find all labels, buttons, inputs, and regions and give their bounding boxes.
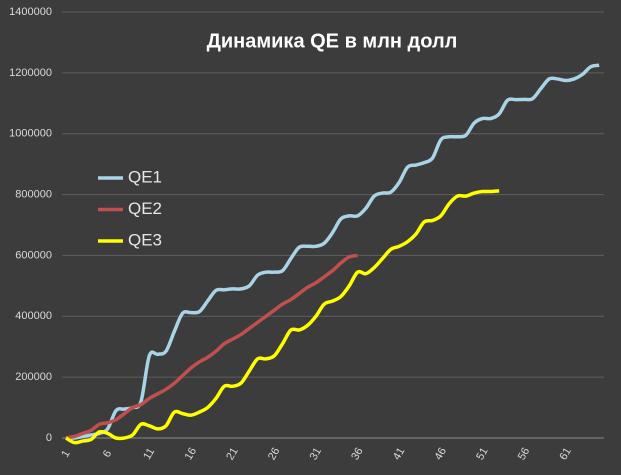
x-tick-label: 61 xyxy=(557,446,574,463)
y-tick-label: 800000 xyxy=(15,188,52,200)
x-tick-label: 1 xyxy=(59,448,72,459)
series-line xyxy=(65,189,500,445)
x-tick-label: 31 xyxy=(308,446,325,463)
y-tick-label: 0 xyxy=(46,432,52,444)
x-tick-label: 21 xyxy=(224,446,241,463)
y-tick-label: 1000000 xyxy=(9,128,52,140)
x-tick-label: 6 xyxy=(101,448,114,459)
x-tick-label: 16 xyxy=(183,446,200,463)
series-line xyxy=(65,63,600,440)
legend-label: QE2 xyxy=(128,199,162,218)
x-tick-label: 41 xyxy=(391,446,408,463)
series-line xyxy=(65,253,358,440)
x-tick-label: 51 xyxy=(474,446,491,463)
y-tick-label: 1400000 xyxy=(9,6,52,18)
chart-title: Динамика QE в млн долл xyxy=(207,30,458,52)
legend-label: QE3 xyxy=(128,230,162,249)
y-tick-label: 400000 xyxy=(15,310,52,322)
x-tick-label: 26 xyxy=(266,446,283,463)
x-tick-label: 56 xyxy=(516,446,533,463)
y-tick-label: 1200000 xyxy=(9,67,52,79)
y-tick-label: 200000 xyxy=(15,371,52,383)
y-tick-label: 600000 xyxy=(15,249,52,261)
x-tick-label: 46 xyxy=(433,446,450,463)
x-tick-label: 36 xyxy=(349,446,366,463)
legend-label: QE1 xyxy=(128,167,162,186)
x-tick-label: 11 xyxy=(141,446,157,462)
